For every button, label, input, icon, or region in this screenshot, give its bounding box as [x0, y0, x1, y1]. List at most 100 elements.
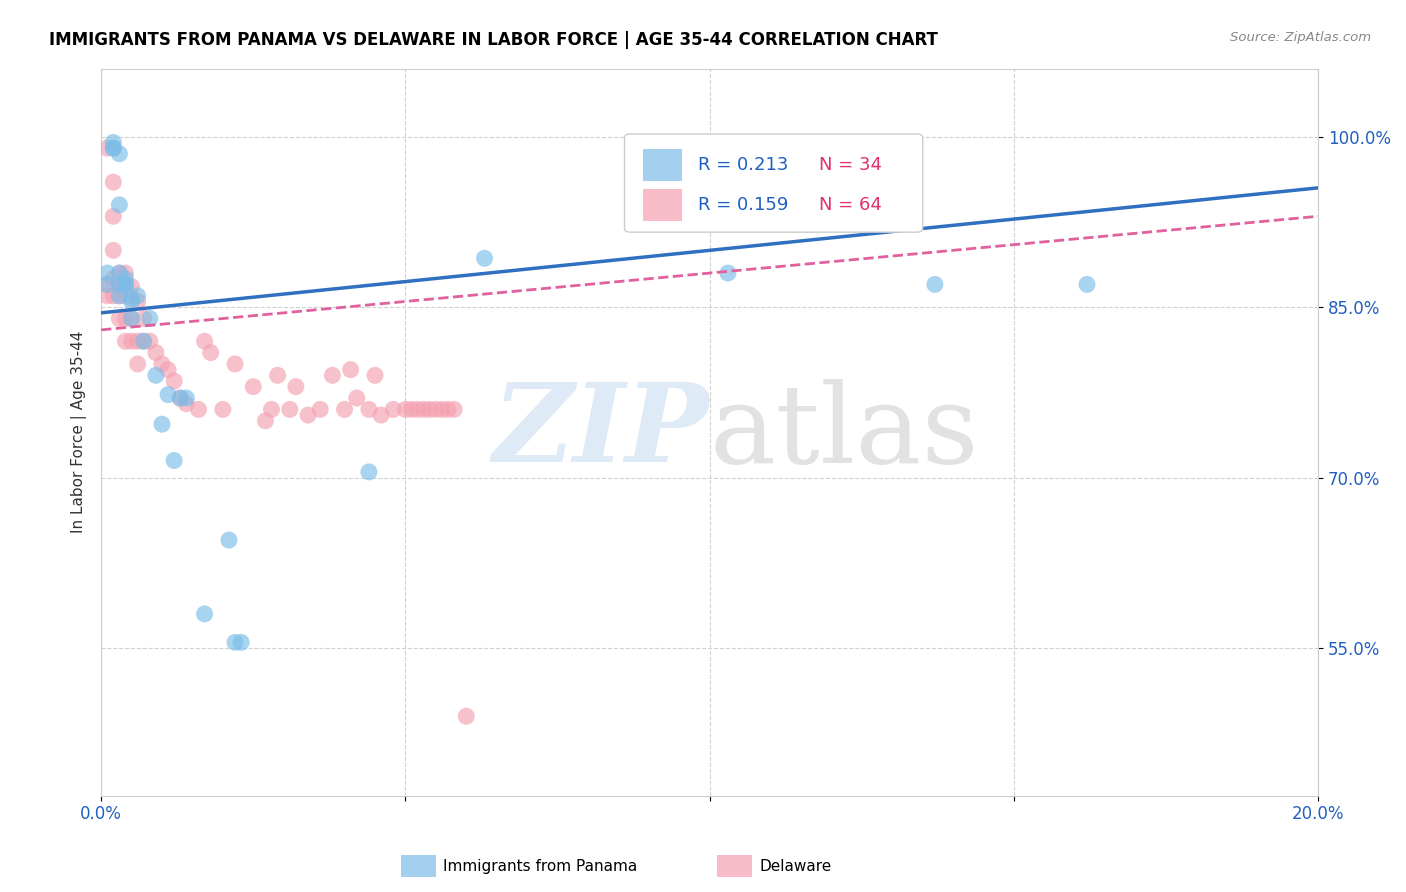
Point	[96, 289, 118, 303]
Point	[96, 277, 118, 292]
Text: IMMIGRANTS FROM PANAMA VS DELAWARE IN LABOR FORCE | AGE 35-44 CORRELATION CHART: IMMIGRANTS FROM PANAMA VS DELAWARE IN LA…	[49, 31, 938, 49]
Point	[242, 380, 264, 394]
Point	[103, 244, 125, 258]
Point	[121, 334, 143, 349]
Point	[309, 402, 332, 417]
Text: R = 0.159: R = 0.159	[697, 196, 787, 214]
Point	[717, 266, 740, 280]
Point	[437, 402, 460, 417]
Point	[382, 402, 405, 417]
Point	[364, 368, 387, 383]
Point	[443, 402, 465, 417]
Point	[139, 311, 162, 326]
Point	[103, 271, 125, 285]
Point	[114, 289, 136, 303]
Point	[150, 357, 173, 371]
Point	[108, 198, 131, 212]
Point	[127, 289, 149, 303]
Point	[176, 397, 198, 411]
Point	[132, 334, 155, 349]
Point	[194, 607, 217, 621]
Point	[145, 368, 167, 383]
Point	[114, 277, 136, 292]
Point	[406, 402, 429, 417]
Point	[924, 277, 946, 292]
Point	[103, 289, 125, 303]
Point	[412, 402, 434, 417]
Point	[108, 266, 131, 280]
FancyBboxPatch shape	[624, 134, 922, 232]
Point	[114, 266, 136, 280]
Point	[157, 387, 180, 401]
Text: Delaware: Delaware	[759, 859, 831, 873]
Point	[339, 362, 361, 376]
Point	[419, 402, 441, 417]
Point	[169, 391, 191, 405]
Point	[108, 277, 131, 292]
Point	[108, 289, 131, 303]
Point	[103, 141, 125, 155]
Point	[224, 357, 246, 371]
Text: N = 64: N = 64	[820, 196, 882, 214]
Point	[121, 311, 143, 326]
Point	[425, 402, 447, 417]
Point	[284, 380, 307, 394]
Point	[370, 408, 392, 422]
Point	[139, 334, 162, 349]
Point	[132, 311, 155, 326]
Point	[121, 291, 143, 305]
Point	[163, 453, 186, 467]
Y-axis label: In Labor Force | Age 35-44: In Labor Force | Age 35-44	[72, 331, 87, 533]
Point	[254, 414, 277, 428]
Bar	[643, 148, 682, 181]
Point	[96, 141, 118, 155]
Point	[103, 209, 125, 223]
Text: R = 0.213: R = 0.213	[697, 156, 787, 174]
Point	[266, 368, 288, 383]
Point	[103, 136, 125, 150]
Point	[1076, 277, 1098, 292]
Point	[200, 345, 222, 359]
Point	[430, 402, 453, 417]
Point	[108, 311, 131, 326]
Point	[229, 635, 252, 649]
Point	[187, 402, 209, 417]
Bar	[643, 188, 682, 221]
Point	[121, 279, 143, 293]
Point	[114, 334, 136, 349]
Point	[297, 408, 319, 422]
Point	[357, 465, 380, 479]
Point	[357, 402, 380, 417]
Point	[456, 709, 478, 723]
Point	[108, 277, 131, 292]
Point	[114, 277, 136, 292]
Text: Source: ZipAtlas.com: Source: ZipAtlas.com	[1230, 31, 1371, 45]
Point	[474, 252, 496, 266]
Point	[224, 635, 246, 649]
Point	[260, 402, 283, 417]
Point	[132, 334, 155, 349]
Point	[127, 294, 149, 309]
Text: N = 34: N = 34	[820, 156, 882, 174]
Point	[127, 334, 149, 349]
Point	[114, 271, 136, 285]
Point	[394, 402, 416, 417]
Point	[121, 311, 143, 326]
Point	[194, 334, 217, 349]
Point	[114, 277, 136, 292]
Text: atlas: atlas	[710, 378, 980, 485]
Point	[218, 533, 240, 547]
Point	[96, 277, 118, 292]
Point	[121, 294, 143, 309]
Point	[114, 311, 136, 326]
Point	[103, 175, 125, 189]
Point	[127, 357, 149, 371]
Text: Immigrants from Panama: Immigrants from Panama	[443, 859, 637, 873]
Point	[169, 391, 191, 405]
Point	[163, 374, 186, 388]
Point	[108, 289, 131, 303]
Text: ZIP: ZIP	[494, 378, 710, 486]
Point	[176, 391, 198, 405]
Point	[346, 391, 368, 405]
Point	[211, 402, 233, 417]
